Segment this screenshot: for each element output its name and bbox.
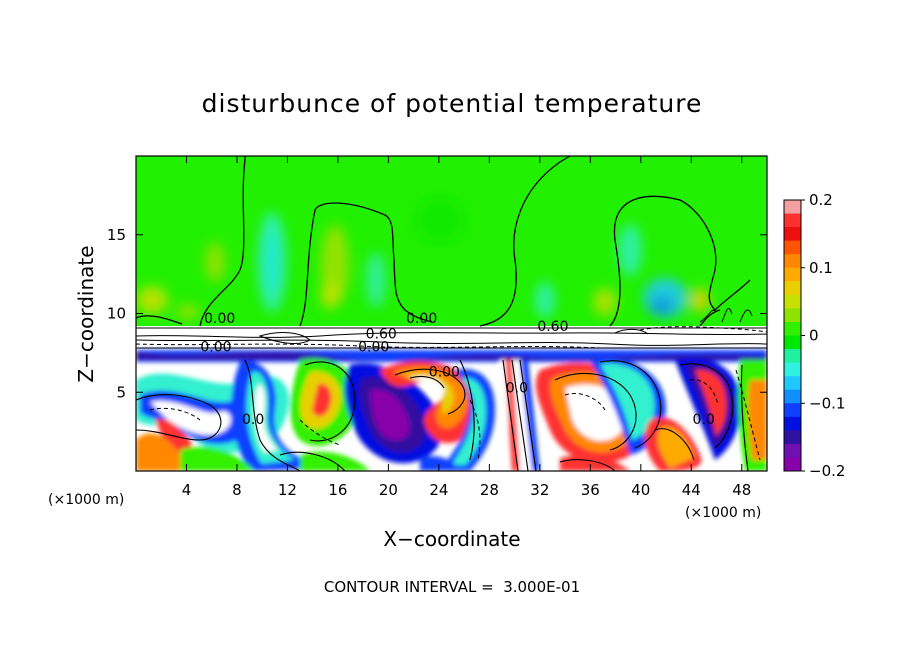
contour-label: 0.00 <box>358 339 389 355</box>
contour-label: 0.00 <box>406 311 437 327</box>
contour-label: 0.0 <box>506 380 528 396</box>
x-tick-label: 12 <box>278 481 297 499</box>
colorbar-swatch <box>784 457 801 471</box>
x-tick-label: 48 <box>732 481 751 499</box>
x-tick-label: 4 <box>182 481 192 499</box>
contour-label: 0.0 <box>693 412 715 428</box>
contour-label: 0.00 <box>429 365 460 381</box>
colorbar-swatch <box>784 241 801 255</box>
colorbar-tick-label: −0.1 <box>809 394 845 412</box>
colorbar-swatch <box>784 417 801 431</box>
colorbar-swatch <box>784 295 801 309</box>
x-tick-label: 40 <box>631 481 650 499</box>
y-tick-label: 15 <box>107 226 126 244</box>
contour-label: 0.60 <box>537 319 568 335</box>
colorbar-swatch <box>784 308 801 322</box>
chart-figure: disturbunce of potential temperature <box>0 0 904 654</box>
colorbar-tick-label: −0.2 <box>809 462 845 480</box>
colorbar-swatch <box>784 390 801 404</box>
x-unit-label-right: (×1000 m) <box>685 505 761 521</box>
colorbar <box>784 200 801 472</box>
x-axis-label: X−coordinate <box>383 527 520 551</box>
contour-label: 0.00 <box>204 311 235 327</box>
colorbar-swatch <box>784 281 801 295</box>
x-tick-label: 20 <box>379 481 398 499</box>
x-tick-label: 32 <box>530 481 549 499</box>
contour-label: 0.0 <box>242 412 264 428</box>
x-tick-label: 44 <box>682 481 701 499</box>
x-tick-label: 16 <box>328 481 347 499</box>
colorbar-swatch <box>784 376 801 390</box>
colorbar-ticks: 0.2 0.1 0 −0.1 −0.2 <box>801 191 845 480</box>
y-tick-label: 5 <box>116 383 126 401</box>
x-tick-label: 28 <box>480 481 499 499</box>
y-axis-label: Z−coordinate <box>74 245 98 382</box>
colorbar-swatch <box>784 444 801 458</box>
colorbar-swatch <box>784 227 801 241</box>
chart-title: disturbunce of potential temperature <box>202 89 703 118</box>
colorbar-swatch <box>784 268 801 282</box>
colorbar-swatch <box>784 200 801 214</box>
colorbar-swatch <box>784 336 801 350</box>
contour-interval-note: CONTOUR INTERVAL = 3.000E-01 <box>324 578 580 596</box>
x-tick-label: 8 <box>232 481 242 499</box>
x-tick-label: 36 <box>581 481 600 499</box>
colorbar-swatch <box>784 363 801 377</box>
x-tick-label: 24 <box>429 481 448 499</box>
colorbar-swatch <box>784 214 801 228</box>
colorbar-swatch <box>784 403 801 417</box>
y-tick-label: 10 <box>107 305 126 323</box>
colorbar-swatch <box>784 430 801 444</box>
colorbar-tick-label: 0.2 <box>809 191 833 209</box>
colorbar-swatch <box>784 322 801 336</box>
x-unit-label-left: (×1000 m) <box>48 492 124 508</box>
colorbar-swatch <box>784 349 801 363</box>
colorbar-swatch <box>784 254 801 268</box>
colorbar-tick-label: 0.1 <box>809 259 833 277</box>
colorbar-tick-label: 0 <box>809 327 819 345</box>
contour-label: 0.00 <box>200 339 231 355</box>
